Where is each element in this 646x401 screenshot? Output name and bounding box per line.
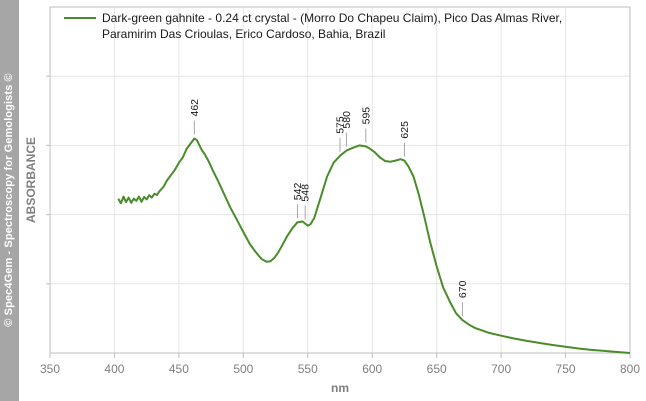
x-tick-label: 400 [104,362,124,376]
x-axis-title: nm [331,381,349,395]
legend-entry: Dark-green gahnite - 0.24 ct crystal - (… [102,11,566,41]
x-tick-labels: 350 400 450 500 550 600 650 700 750 800 [40,362,640,376]
legend: Dark-green gahnite - 0.24 ct crystal - (… [64,11,566,41]
x-tick-label: 600 [362,362,382,376]
x-tick-label: 500 [233,362,253,376]
peak-label: 575 [335,116,347,134]
watermark-sidebar: © Spec4Gem - Spectroscopy for Gemologist… [0,0,19,401]
x-tick-label: 550 [298,362,318,376]
legend-line-1: Dark-green gahnite - 0.24 ct crystal - (… [102,11,562,25]
x-tick-label: 650 [427,362,447,376]
peak-label: 580 [341,111,353,129]
axis-ticks [46,75,631,358]
x-tick-label: 800 [620,362,640,376]
peak-label: 625 [399,121,411,139]
legend-line-2: Paramirim Das Crioulas, Erico Cardoso, B… [102,27,385,41]
x-tick-label: 450 [169,362,189,376]
peak-label: 670 [457,280,469,298]
peak-label: 595 [360,107,372,125]
x-tick-label: 750 [556,362,576,376]
peak-label: 542 [292,183,304,201]
y-axis-title: ABSORBANCE [24,137,38,223]
plot-area-border [49,6,631,354]
x-tick-label: 350 [40,362,60,376]
series-line [117,137,631,354]
grid-lines [50,7,630,353]
x-tick-label: 700 [491,362,511,376]
series-group [117,137,631,354]
peak-label: 548 [300,184,312,202]
peak-label: 462 [189,99,201,117]
